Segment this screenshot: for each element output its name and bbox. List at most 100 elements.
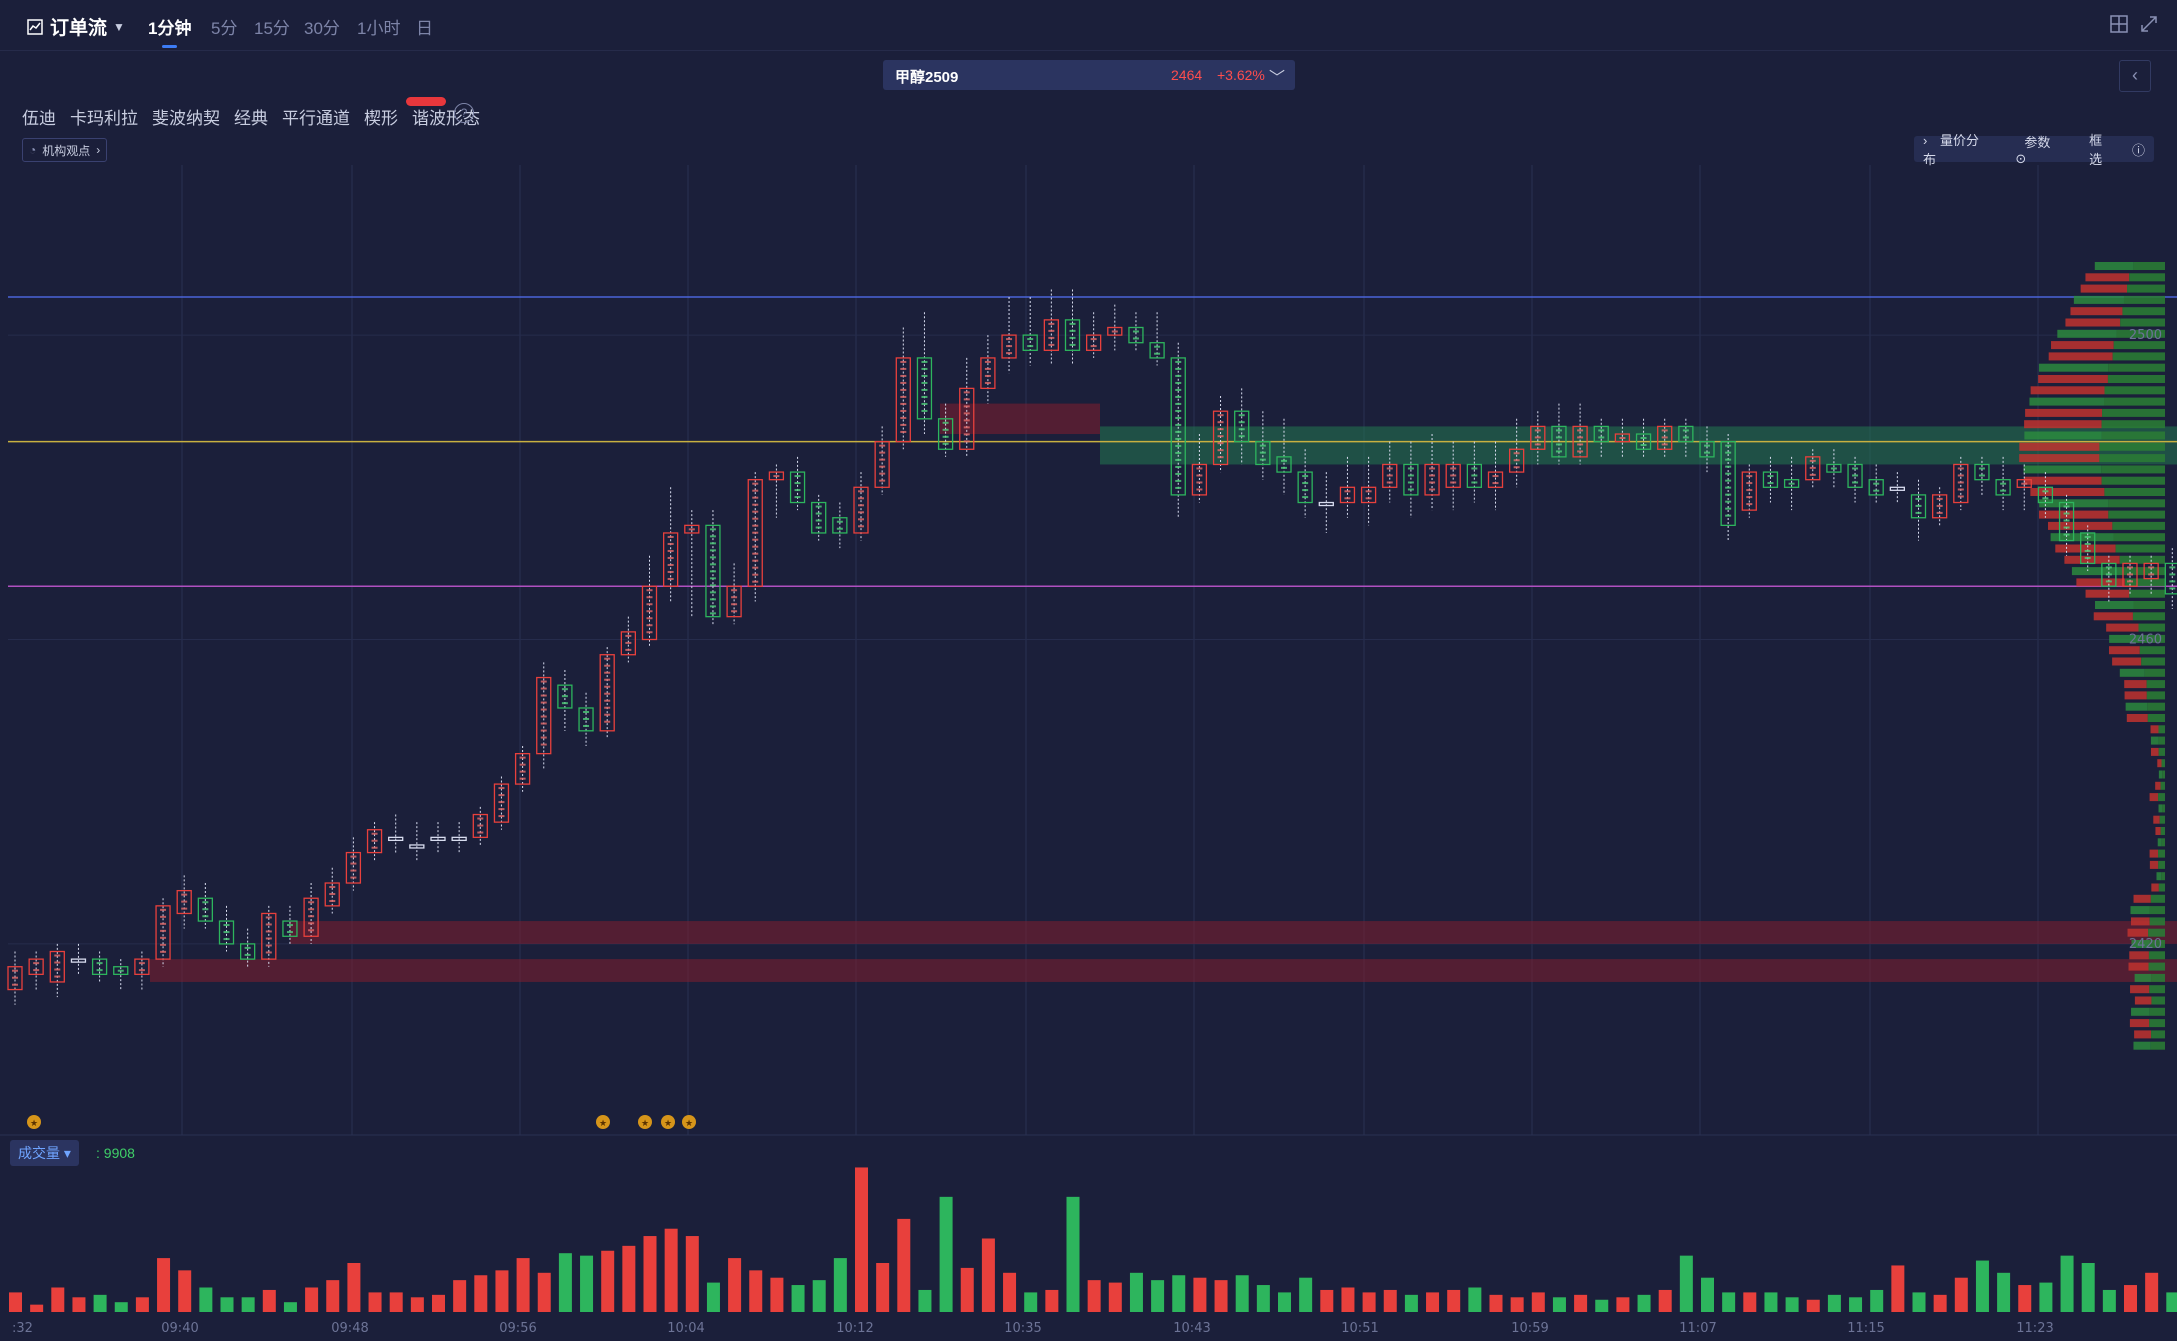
volume-profile-bar [2130,906,2149,914]
footprint-cell [795,475,801,477]
footprint-cell [1112,330,1118,332]
footprint-cell [1429,481,1435,483]
y-tick-label: 2500 [2129,328,2162,343]
footprint-cell [879,459,885,461]
volume-bar [728,1258,741,1312]
volume-profile-bar [2104,488,2165,496]
footprint-cell [710,584,716,586]
volume-profile-bar [2147,680,2165,688]
volume-bar [369,1292,382,1312]
footprint-cell [1302,475,1308,477]
footprint-cell [668,578,674,580]
volume-profile-bar [2023,465,2101,473]
volume-profile-bar [2127,285,2165,293]
footprint-cell [1175,403,1181,405]
volume-bar [1299,1278,1312,1312]
footprint-cell [1260,452,1266,454]
volume-bar [813,1280,826,1312]
footprint-cell [858,490,864,492]
footprint-cell [266,923,272,925]
volume-bar [411,1297,424,1312]
footprint-cell [1725,494,1731,496]
footprint-cell [520,778,526,780]
footprint-cell [964,398,970,400]
volume-bar [1934,1295,1947,1312]
volume-bar [72,1297,85,1312]
footprint-cell [498,815,504,817]
footprint-cell [1366,497,1372,499]
footprint-cell [1175,417,1181,419]
footprint-cell [541,737,547,739]
footprint-cell [12,970,18,972]
volume-bar [1490,1295,1503,1312]
volume-profile-bar [2162,771,2165,779]
footprint-cell [1196,474,1202,476]
footprint-cell [795,482,801,484]
footprint-cell [2106,573,2112,575]
volume-bar [1786,1297,1799,1312]
y-tick-label: 2460 [2129,633,2162,648]
footprint-cell [1175,382,1181,384]
footprint-cell [245,947,251,949]
footprint-cell [1556,450,1562,452]
volume-bar [876,1263,889,1312]
volume-profile-bar [2095,262,2134,270]
footprint-cell [1662,429,1668,431]
footprint-cell [541,688,547,690]
volume-profile-bar [2129,590,2165,598]
footprint-cell [1175,445,1181,447]
footprint-cell [1916,505,1922,507]
volume-bar [136,1297,149,1312]
footprint-cell [2085,543,2091,545]
footprint-cell [1239,414,1245,416]
volume-indicator-dropdown[interactable]: 成交量 ▾ [10,1140,79,1166]
volume-profile-bar [2131,1008,2150,1016]
footprint-cell [879,445,885,447]
footprint-cell [1873,490,1879,492]
footprint-cell [329,886,335,888]
volume-bar [1067,1197,1080,1312]
footprint-cell [1218,456,1224,458]
volume-bar [1236,1275,1249,1312]
footprint-cell [1006,345,1012,347]
volume-profile-bar [2148,929,2165,937]
footprint-cell [1746,489,1752,491]
footprint-cell [604,665,610,667]
footprint-cell [1852,481,1858,483]
footprint-cell [964,391,970,393]
footprint-cell [731,589,737,591]
footprint-cell [1196,481,1202,483]
volume-profile-bar [2031,386,2105,394]
volume-bar [961,1268,974,1312]
footprint-cell [604,672,610,674]
volume-bar [1024,1292,1037,1312]
footprint-cell [795,489,801,491]
volume-profile-bar [2048,522,2112,530]
volume-bar [1468,1288,1481,1313]
footprint-cell [752,553,758,555]
footprint-cell [1619,437,1625,439]
footprint-cell [879,466,885,468]
footprint-cell [1662,443,1668,445]
volume-profile-bar [2160,816,2165,824]
footprint-cell [1493,475,1499,477]
footprint-cell [1725,466,1731,468]
volume-profile-bar [2161,827,2165,835]
footprint-cell [816,506,822,508]
footprint-cell [1725,508,1731,510]
footprint-cell [1070,344,1076,346]
volume-profile-bar [2112,658,2141,666]
footprint-cell [245,954,251,956]
footprint-cell [181,908,187,910]
footprint-cell [1218,435,1224,437]
footprint-cell [477,832,483,834]
footprint-cell [266,930,272,932]
footprint-cell [1175,375,1181,377]
volume-bar [1278,1292,1291,1312]
footprint-cell [1683,436,1689,438]
volume-profile-bar [2157,759,2161,767]
volume-profile-bar [2161,782,2165,790]
footprint-cell [604,693,610,695]
footprint-cell [2064,534,2070,536]
